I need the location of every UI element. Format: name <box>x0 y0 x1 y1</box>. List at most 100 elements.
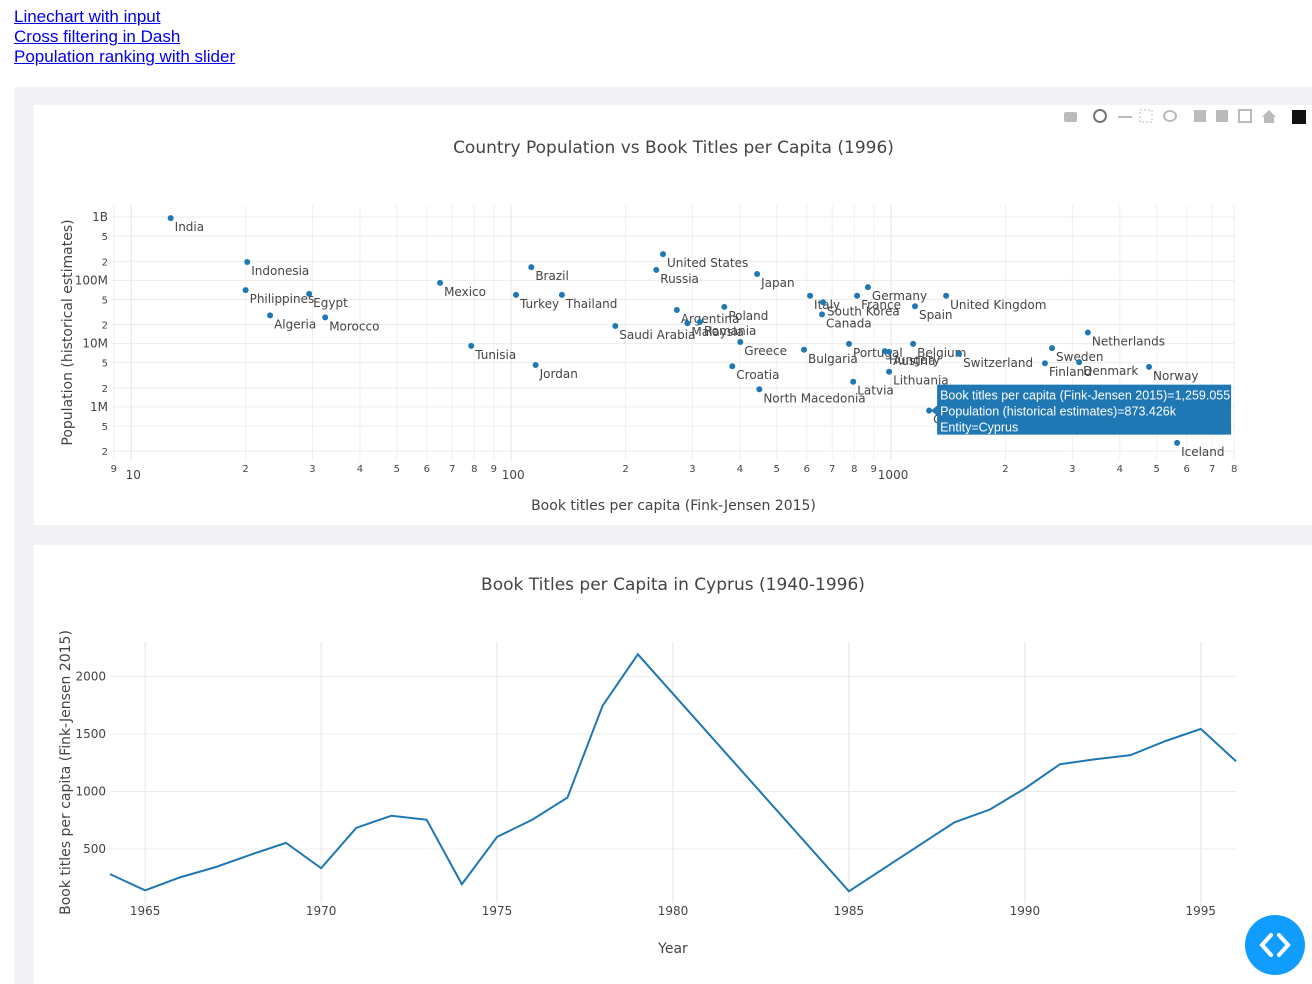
x-tick-label: 8 <box>1231 464 1237 475</box>
link[interactable]: Cross filtering in Dash <box>14 27 181 46</box>
point <box>322 314 329 321</box>
x-tick-label: 9 <box>871 464 877 475</box>
point <box>532 361 539 368</box>
pan-icon[interactable] <box>1118 116 1132 118</box>
x-tick-label: 1980 <box>658 904 689 918</box>
tooltip <box>937 384 1232 435</box>
point-label: Indonesia <box>251 264 309 278</box>
x-tick-label: 3 <box>309 464 315 475</box>
point <box>1174 439 1181 446</box>
zoom-icon[interactable] <box>1093 109 1107 123</box>
autoscale-icon[interactable] <box>1238 109 1252 123</box>
chart-title: Book Titles per Capita in Cyprus (1940-1… <box>481 575 865 595</box>
y-tick-label: 2 <box>102 447 108 458</box>
point <box>864 284 871 291</box>
point <box>684 320 691 327</box>
x-tick-label: 5 <box>394 464 400 475</box>
x-tick-label: 7 <box>449 464 455 475</box>
y-tick-label: 2 <box>102 257 108 268</box>
links: Linechart with input Cross filtering in … <box>14 7 235 67</box>
x-tick-label: 1975 <box>482 904 513 918</box>
point-label: Switzerland <box>963 356 1033 370</box>
y-tick-label: 500 <box>83 842 106 856</box>
button-circle[interactable] <box>1245 915 1305 975</box>
x-tick-label: 8 <box>851 464 857 475</box>
x-tick-label: 2 <box>1002 464 1008 475</box>
x-tick-label: 5 <box>1153 464 1159 475</box>
x-tick-label: 5 <box>774 464 780 475</box>
y-tick-label: 1500 <box>75 727 106 741</box>
link[interactable]: Population ranking with slider <box>14 47 236 66</box>
plotly-logo[interactable] <box>1292 110 1306 124</box>
point <box>850 378 857 385</box>
point <box>267 312 274 319</box>
point <box>943 292 950 299</box>
point <box>754 270 761 277</box>
x-axis-title: Book titles per capita (Fink-Jensen 2015… <box>531 498 816 514</box>
point-label: Russia <box>660 272 699 286</box>
y-tick-label: 2 <box>102 321 108 332</box>
lasso-icon[interactable] <box>1163 110 1177 122</box>
link[interactable]: Linechart with input <box>14 7 161 26</box>
point <box>653 266 660 273</box>
x-tick-label: 4 <box>357 464 363 475</box>
x-tick-label: 7 <box>1209 464 1215 475</box>
x-tick-label: 4 <box>737 464 743 475</box>
point <box>820 299 827 306</box>
point-label: Germany <box>872 289 927 303</box>
select-icon[interactable] <box>1139 109 1153 123</box>
line-card: Book Titles per Capita in Cyprus (1940-1… <box>34 545 1312 984</box>
debug-button[interactable] <box>1244 914 1306 976</box>
point-label: North Macedonia <box>763 391 865 405</box>
modebar <box>1064 109 1306 124</box>
point-label: Greece <box>744 344 787 358</box>
point-label: Tunisia <box>474 348 516 362</box>
point-label: Lithuania <box>893 374 949 388</box>
point <box>911 303 918 310</box>
point-label: Japan <box>760 276 794 290</box>
point <box>659 251 666 258</box>
zoom-out-icon[interactable] <box>1216 110 1228 122</box>
line <box>109 652 1237 893</box>
point-label: Canada <box>826 316 872 330</box>
x-tick-label: 10 <box>126 468 141 482</box>
home-icon[interactable] <box>1262 110 1276 123</box>
point <box>819 311 826 318</box>
x-tick-label: 1985 <box>834 904 865 918</box>
chart-title: Country Population vs Book Titles per Ca… <box>453 138 894 158</box>
x-tick-label: 1990 <box>1010 904 1041 918</box>
point <box>1076 359 1083 366</box>
y-axis-title: Book titles per capita (Fink-Jensen 2015… <box>58 630 74 915</box>
x-tick-label: 9 <box>491 464 497 475</box>
point <box>956 350 963 357</box>
scatter-card: Country Population vs Book Titles per Ca… <box>34 105 1312 525</box>
point-label: Thailand <box>565 297 618 311</box>
point <box>729 363 736 370</box>
point-label: Saudi Arabia <box>619 328 695 342</box>
point <box>886 368 893 375</box>
point-label: United Kingdom <box>950 298 1046 312</box>
point-label: Jordan <box>539 367 578 381</box>
point-label: Algeria <box>274 317 316 331</box>
y-tick-label: 1B <box>92 210 108 224</box>
y-tick-label: 5 <box>102 422 108 433</box>
x-tick-label: 1970 <box>306 904 337 918</box>
y-tick-label: 5 <box>102 295 108 306</box>
point-label: Romania <box>704 324 756 338</box>
zoom-in-icon[interactable] <box>1194 110 1206 122</box>
x-tick-label: 1000 <box>878 468 909 482</box>
point <box>926 407 933 414</box>
x-tick-label: 4 <box>1117 464 1123 475</box>
camera-icon[interactable] <box>1064 112 1077 122</box>
x-tick-label: 6 <box>804 464 810 475</box>
point-label: Austria <box>893 354 935 368</box>
y-tick-label: 10M <box>82 337 108 351</box>
point <box>756 386 763 393</box>
point <box>696 318 703 325</box>
point-label: Malaysia <box>691 325 743 339</box>
code-icon[interactable] <box>1259 933 1291 957</box>
point <box>244 258 251 265</box>
y-tick-label: 5 <box>102 359 108 370</box>
point-label: Latvia <box>857 384 894 398</box>
x-tick-label: 2 <box>622 464 628 475</box>
